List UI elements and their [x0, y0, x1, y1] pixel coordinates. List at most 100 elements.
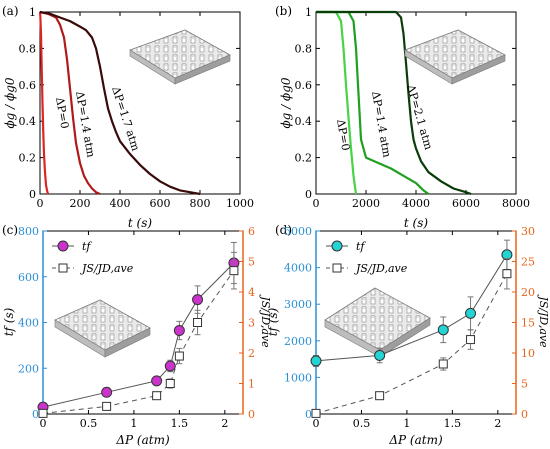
y-tick-label-right-c-3: 3	[248, 317, 255, 330]
ticks-b: 0 2000 4000 6000 8000 0 0.2 0.4 0.6 0.8 1	[295, 6, 531, 210]
legend-c: tf JS/JD,ave	[52, 240, 134, 275]
point-c-1-4	[174, 351, 184, 361]
series-d	[310, 239, 513, 418]
y-tick-label-a-1: 0.2	[19, 152, 37, 165]
y-tick-label-left-d-5: 5000	[284, 225, 312, 238]
y-tick-label-right-d-3: 15	[521, 317, 535, 330]
y-tick-label-right-d-5: 25	[521, 256, 535, 269]
x-tick-label-c-1: 0.5	[80, 417, 98, 430]
x-tick-label-a-5: 1000	[226, 197, 254, 210]
substrate-illustration-c	[54, 299, 151, 358]
point-c-0-4	[173, 325, 185, 337]
y-tick-label-a-4: 0.8	[19, 42, 37, 55]
y-tick-label-b-5: 1	[305, 6, 312, 19]
legend-c-marker-1	[58, 263, 68, 273]
y-tick-label-left-c-3: 600	[18, 271, 39, 284]
panel-label-d: (d)	[275, 223, 292, 237]
panel-c: (c) 0 0.5 1 1.5 2 0 200 400 600 800 0 1 2 3 4 5 6 tf JS/…	[2, 223, 272, 447]
point-c-1-1	[102, 401, 112, 411]
panel-a: (a) 0 200 400 600 800 1000 0 0.2 0.4 0.6 0.8 1 ΔP=0…	[2, 4, 254, 230]
point-c-1-5	[193, 318, 203, 327]
substrate-illustration-b	[404, 29, 506, 85]
x-tick-label-b-0: 0	[313, 197, 320, 210]
x-tick-label-b-4: 8000	[502, 197, 530, 210]
y-tick-label-b-4: 0.8	[295, 42, 313, 55]
y-tick-label-right-c-2: 2	[248, 347, 255, 360]
x-tick-label-d-3: 1.5	[444, 417, 462, 430]
y-tick-label-b-2: 0.4	[295, 115, 313, 128]
y-tick-label-right-d-0: 0	[521, 408, 528, 421]
legend-d-label-1: JS/JD,ave	[354, 262, 408, 275]
x-tick-label-d-4: 2	[494, 417, 501, 430]
series-line-d-1	[315, 273, 508, 414]
series-line-a-1	[39, 10, 101, 196]
panel-b: (b) 0 2000 4000 6000 8000 0 0.2 0.4 0.6 0.8 1 ΔP=0…	[275, 4, 530, 230]
point-d-1-1	[375, 391, 385, 401]
point-d-0-2	[437, 324, 449, 336]
point-d-1-0	[311, 408, 321, 418]
x-tick-label-a-1: 200	[70, 197, 91, 210]
series-line-b-0	[316, 10, 358, 195]
point-d-1-2	[438, 359, 448, 369]
y-tick-label-right-d-1: 5	[521, 378, 528, 391]
y-axis-label-a: ϕg / ϕg0	[3, 77, 17, 128]
ticks-d: 0 0.5 1 1.5 20100020003000400050000510152025…	[284, 225, 535, 430]
point-d-0-3	[465, 307, 477, 319]
legend-c-label-0: tf	[82, 240, 92, 253]
panel-label-a: (a)	[2, 4, 19, 18]
point-c-0-1	[101, 386, 113, 398]
panel-label-c: (c)	[2, 223, 18, 237]
x-tick-label-a-3: 600	[150, 197, 171, 210]
panel-label-b: (b)	[275, 4, 292, 18]
y-tick-label-right-c-4: 4	[248, 286, 255, 299]
y-tick-label-b-0: 0	[305, 188, 312, 201]
plot-frame-a	[39, 11, 241, 195]
series-b	[316, 10, 472, 196]
x-axis-label-a: t (s)	[128, 216, 152, 230]
x-tick-label-d-1: 0.5	[353, 417, 371, 430]
point-d-0-0	[310, 355, 322, 367]
y-axis-label-right-d: JS/JD,ave	[537, 294, 550, 348]
y-tick-label-left-d-3: 3000	[284, 298, 312, 311]
y-tick-label-left-c-1: 200	[18, 362, 39, 375]
y-tick-label-a-0: 0	[29, 188, 36, 201]
substrate-illustration-d	[324, 287, 431, 358]
point-c-0-5	[192, 294, 204, 306]
x-tick-label-b-3: 6000	[452, 197, 480, 210]
y-axis-label-b: ϕg / ϕg0	[279, 77, 293, 128]
y-tick-label-left-c-0: 0	[32, 408, 39, 421]
y-tick-label-right-c-6: 6	[248, 225, 255, 238]
y-tick-label-a-2: 0.4	[19, 115, 37, 128]
y-tick-label-right-c-1: 1	[248, 378, 255, 391]
point-c-1-2	[152, 391, 162, 401]
legend-d-marker-1	[332, 263, 342, 273]
y-tick-label-b-1: 0.2	[295, 152, 313, 165]
x-axis-label-b: t (s)	[404, 216, 428, 230]
y-tick-label-left-c-2: 400	[18, 317, 39, 330]
point-d-0-1	[374, 349, 386, 361]
y-tick-label-right-d-6: 30	[521, 225, 535, 238]
ticks-c: 0 0.5 1 1.5 2 0 200 400 600 800 0 1 2 3 4 5 6	[18, 225, 255, 430]
x-tick-label-b-1: 2000	[352, 197, 380, 210]
x-tick-label-d-0: 0	[313, 417, 320, 430]
y-tick-label-left-d-2: 2000	[284, 335, 312, 348]
y-axis-label-right-c: JS/JD,ave	[259, 294, 272, 348]
x-axis-label-d: ΔP (atm)	[388, 433, 443, 447]
x-tick-label-d-2: 1	[403, 417, 410, 430]
point-c-0-3	[164, 360, 176, 372]
x-tick-label-c-2: 1	[130, 417, 137, 430]
annotation-b-2: ΔP=2.1 atm	[404, 83, 435, 151]
point-c-1-0	[38, 408, 48, 418]
y-tick-label-a-3: 0.6	[19, 79, 37, 92]
series-line-b-1	[316, 10, 430, 195]
point-c-1-3	[165, 379, 175, 388]
point-d-1-3	[466, 335, 476, 345]
y-tick-label-right-d-2: 10	[521, 347, 535, 360]
annotation-b-1: ΔP=1.4 atm	[369, 90, 394, 159]
x-tick-label-a-0: 0	[37, 197, 44, 210]
x-tick-label-c-0: 0	[40, 417, 47, 430]
substrate-illustration-a	[129, 29, 231, 85]
y-tick-label-left-d-0: 0	[305, 408, 312, 421]
point-c-1-6	[229, 266, 239, 276]
